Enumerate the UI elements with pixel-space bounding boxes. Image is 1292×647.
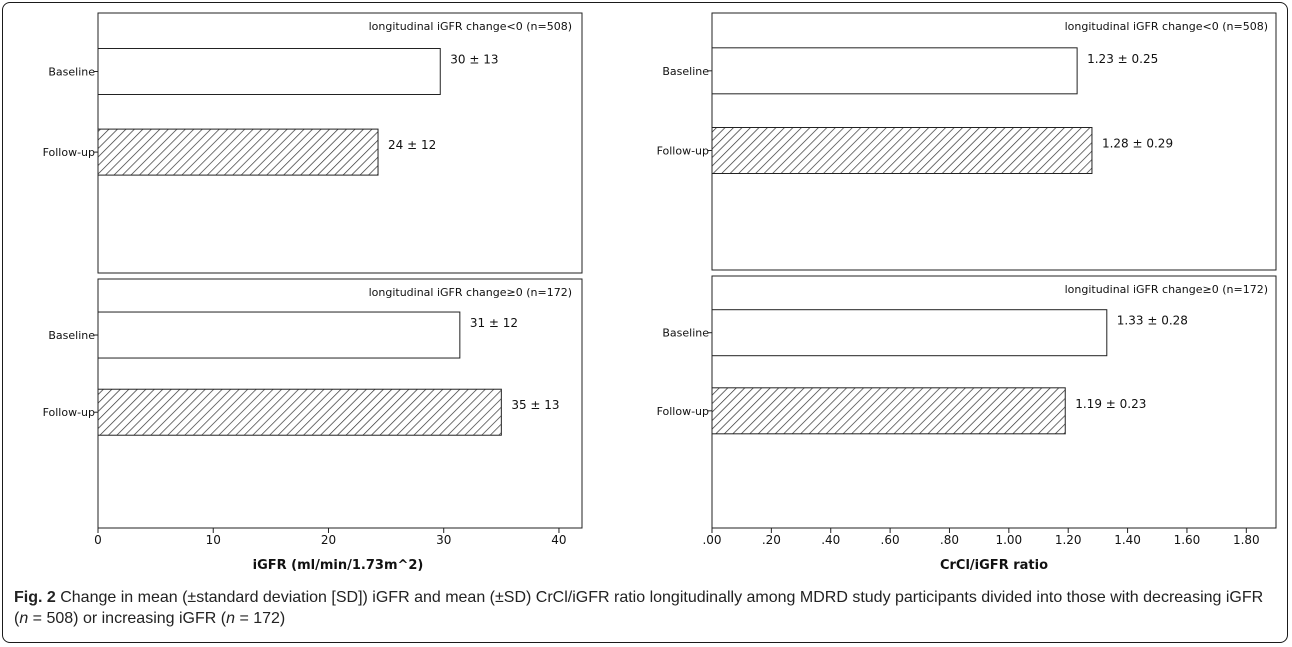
x-tick-label: .20 <box>762 533 781 547</box>
x-tick-label: .80 <box>940 533 959 547</box>
x-tick-label: 1.00 <box>995 533 1022 547</box>
figure-caption: Fig. 2 Change in mean (±standard deviati… <box>14 587 1274 629</box>
data-label: 31 ± 12 <box>470 316 518 330</box>
panel-title: longitudinal iGFR change<0 (n=508) <box>1065 20 1268 33</box>
x-tick-label: .60 <box>881 533 900 547</box>
x-tick-label: .40 <box>821 533 840 547</box>
x-tick-label: 10 <box>206 533 221 547</box>
x-tick-label: 1.20 <box>1055 533 1082 547</box>
caption-italic-n: n <box>19 610 29 627</box>
caption-text: = 508) or increasing iGFR ( <box>28 610 227 627</box>
category-label: Follow-up <box>657 144 709 157</box>
data-label: 1.19 ± 0.23 <box>1075 397 1146 411</box>
panel-title: longitudinal iGFR change≥0 (n=172) <box>1065 283 1268 296</box>
follow-up-bar <box>97 128 379 176</box>
x-tick-label: 30 <box>436 533 451 547</box>
caption-text: Change in mean (±standard deviation [SD]… <box>14 589 1264 627</box>
baseline-bar <box>711 309 1108 357</box>
category-label: Baseline <box>48 66 95 79</box>
x-tick-label: 1.80 <box>1233 533 1260 547</box>
x-tick-label: 1.40 <box>1114 533 1141 547</box>
panel-title: longitudinal iGFR change<0 (n=508) <box>369 20 572 33</box>
x-tick-label: 40 <box>551 533 566 547</box>
data-label: 1.23 ± 0.25 <box>1087 52 1158 66</box>
x-axis-title: CrCl/iGFR ratio <box>940 558 1048 573</box>
category-label: Follow-up <box>43 146 95 159</box>
baseline-bar <box>97 48 441 95</box>
igfr-chart: longitudinal iGFR change<0 (n=508) Baseli… <box>43 12 583 573</box>
caption-italic-n: n <box>226 610 235 627</box>
figure-label: Fig. 2 <box>14 589 56 606</box>
follow-up-bar <box>711 126 1093 174</box>
x-tick-label: 0 <box>94 533 102 547</box>
baseline-bar <box>97 311 461 359</box>
data-label: 30 ± 13 <box>450 53 498 67</box>
category-label: Baseline <box>48 329 95 342</box>
category-label: Follow-up <box>657 405 709 418</box>
category-label: Baseline <box>662 327 709 340</box>
baseline-bar <box>711 47 1078 95</box>
x-tick-label: 1.60 <box>1174 533 1201 547</box>
caption-text: = 172) <box>235 610 286 627</box>
panel-title: longitudinal iGFR change≥0 (n=172) <box>369 286 572 299</box>
data-label: 24 ± 12 <box>388 138 436 152</box>
data-label: 1.33 ± 0.28 <box>1117 314 1188 328</box>
x-axis-title: iGFR (ml/min/1.73m^2) <box>253 558 424 573</box>
x-tick-label: 20 <box>321 533 336 547</box>
crcl-igfr-ratio-chart: longitudinal iGFR change<0 (n=508) Baseli… <box>657 12 1277 573</box>
follow-up-bar <box>97 388 502 436</box>
follow-up-bar <box>711 387 1066 435</box>
category-label: Follow-up <box>43 406 95 419</box>
category-label: Baseline <box>662 65 709 78</box>
data-label: 1.28 ± 0.29 <box>1102 136 1173 150</box>
x-tick-label: .00 <box>702 533 721 547</box>
data-label: 35 ± 13 <box>511 398 559 412</box>
